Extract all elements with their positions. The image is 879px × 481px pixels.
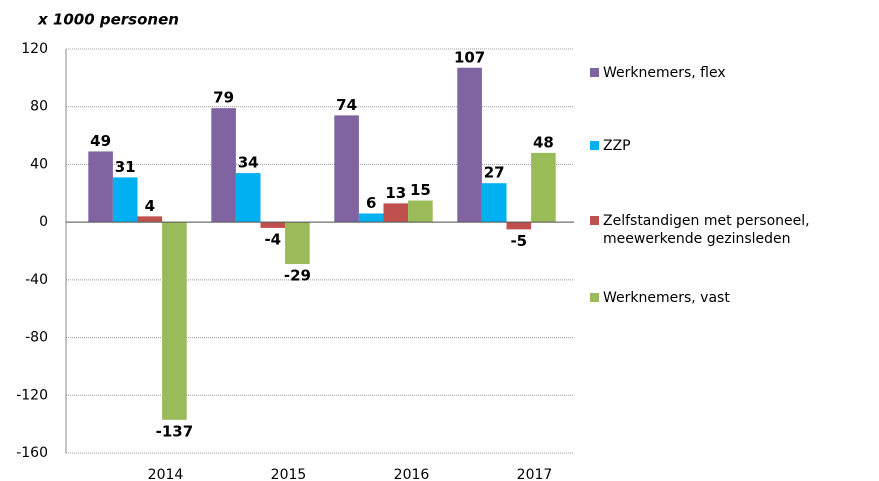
legend-swatch bbox=[590, 216, 599, 225]
legend-label: Zelfstandigen met personeel, meewerkende… bbox=[603, 213, 810, 247]
legend-item: ZZP bbox=[590, 137, 870, 155]
legend-swatch bbox=[590, 293, 599, 302]
bar bbox=[137, 216, 163, 223]
legend-item: Werknemers, flex bbox=[590, 64, 870, 82]
legend-item: Zelfstandigen met personeel, meewerkende… bbox=[590, 212, 870, 248]
legend-swatch bbox=[590, 141, 599, 150]
bar bbox=[235, 173, 261, 223]
y-tick-label: -160 bbox=[16, 445, 48, 461]
bar bbox=[408, 200, 433, 223]
bar bbox=[358, 213, 384, 223]
y-tick-label: 120 bbox=[21, 41, 48, 57]
data-label: -5 bbox=[510, 232, 527, 250]
data-label: -29 bbox=[284, 266, 311, 284]
data-label: 74 bbox=[336, 96, 357, 114]
data-label: 79 bbox=[213, 89, 234, 107]
data-label: 48 bbox=[533, 133, 554, 151]
bar bbox=[506, 222, 532, 230]
data-label: 34 bbox=[238, 154, 259, 172]
data-label: 15 bbox=[410, 181, 431, 199]
legend-item: Werknemers, vast bbox=[590, 289, 870, 307]
bar bbox=[162, 222, 187, 420]
bar bbox=[383, 203, 409, 223]
data-label: 31 bbox=[115, 158, 136, 176]
bar bbox=[334, 115, 359, 223]
data-label: 4 bbox=[145, 197, 155, 215]
legend-swatch bbox=[590, 68, 599, 77]
bar bbox=[260, 222, 286, 228]
legend-label: Werknemers, flex bbox=[603, 65, 726, 81]
bar bbox=[481, 183, 507, 223]
y-tick-label: 40 bbox=[30, 156, 48, 172]
data-label: 13 bbox=[385, 184, 406, 202]
bar bbox=[88, 151, 113, 223]
y-tick-label: -40 bbox=[25, 272, 48, 288]
legend-label: Werknemers, vast bbox=[603, 290, 730, 306]
y-tick-label: 80 bbox=[30, 99, 48, 115]
bar bbox=[457, 67, 482, 223]
data-label: 27 bbox=[484, 164, 505, 182]
bar bbox=[285, 222, 310, 264]
legend-label: ZZP bbox=[603, 138, 631, 154]
data-label: -4 bbox=[264, 230, 281, 248]
chart-subtitle: x 1000 personen bbox=[37, 11, 179, 29]
y-tick-label: 0 bbox=[39, 214, 48, 230]
x-tick-label: 2015 bbox=[271, 467, 307, 481]
bar bbox=[531, 152, 556, 223]
data-label: 49 bbox=[90, 132, 111, 150]
bar bbox=[211, 108, 236, 223]
data-label: 6 bbox=[366, 194, 376, 212]
y-tick-label: -80 bbox=[25, 330, 48, 346]
y-tick-label: -120 bbox=[16, 387, 48, 403]
x-tick-label: 2017 bbox=[517, 467, 553, 481]
data-label: 107 bbox=[454, 48, 485, 66]
bar bbox=[112, 177, 138, 223]
data-label: -137 bbox=[156, 422, 194, 440]
x-tick-label: 2014 bbox=[148, 467, 184, 481]
x-tick-label: 2016 bbox=[394, 467, 430, 481]
